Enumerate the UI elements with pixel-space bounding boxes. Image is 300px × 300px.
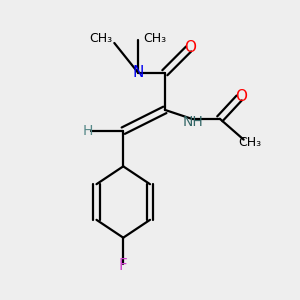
Text: CH₃: CH₃: [143, 32, 166, 45]
Text: O: O: [235, 89, 247, 104]
Text: CH₃: CH₃: [89, 32, 112, 45]
Text: F: F: [119, 258, 128, 273]
Text: CH₃: CH₃: [238, 136, 261, 149]
Text: N: N: [132, 65, 144, 80]
Text: NH: NH: [183, 115, 203, 129]
Text: H: H: [82, 124, 93, 138]
Text: O: O: [184, 40, 196, 55]
